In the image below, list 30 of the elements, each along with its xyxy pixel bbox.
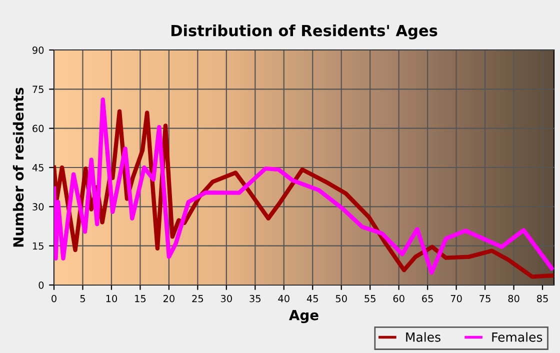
- x-tick-label: 40: [278, 294, 290, 302]
- x-tick-label: 25: [192, 294, 204, 302]
- y-axis-title: Number of residents: [12, 88, 24, 247]
- legend-label: Males: [406, 332, 440, 342]
- x-tick-label: 5: [80, 295, 85, 302]
- legend-label: Females: [492, 332, 542, 342]
- x-tick-label: 50: [336, 294, 347, 302]
- x-tick-label: 30: [220, 294, 232, 302]
- x-tick-label: 55: [364, 295, 376, 302]
- y-tick-label: 30: [32, 203, 44, 210]
- chart-title: Distribution of Residents' Ages: [171, 24, 438, 40]
- y-tick-label: 45: [32, 164, 44, 172]
- y-tick-label: 15: [32, 242, 44, 250]
- x-tick-label: 35: [250, 294, 260, 302]
- x-tick-label: 85: [536, 294, 548, 302]
- y-tick-label: 60: [32, 124, 44, 132]
- x-tick-label: 80: [508, 294, 520, 302]
- x-tick-label: 0: [52, 294, 56, 302]
- y-tick-label: 0: [38, 281, 44, 289]
- x-tick-label: 15: [135, 295, 146, 302]
- x-tick-label: 45: [306, 295, 318, 302]
- y-tick-label: 90: [32, 46, 44, 54]
- y-tick-label: 75: [32, 86, 44, 93]
- x-tick-label: 60: [393, 294, 404, 302]
- x-axis-title: Age: [289, 310, 318, 324]
- x-tick-label: 20: [163, 294, 174, 302]
- x-tick-label: 75: [480, 295, 490, 302]
- x-tick-label: 65: [422, 294, 433, 302]
- x-tick-label: 70: [450, 294, 462, 302]
- x-tick-label: 10: [106, 294, 118, 302]
